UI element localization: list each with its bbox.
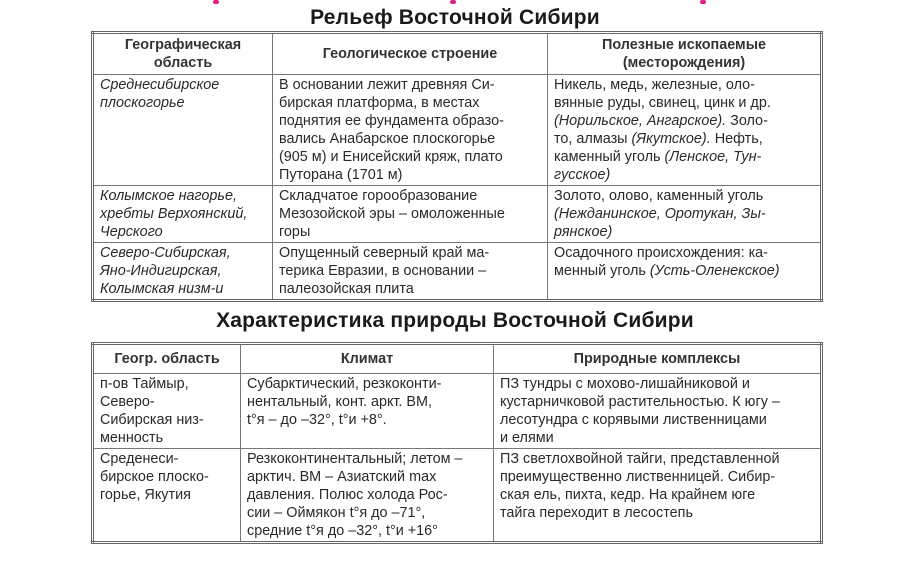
table-header-row: Географическая область Геологическое стр… — [92, 32, 822, 75]
climate-cell: Субарктический, резкоконти- нентальный, … — [240, 373, 494, 449]
minerals-text: Никель, медь, железные, оло- вянные руды… — [554, 77, 771, 111]
deposits-text: (Усть-Оленекское) — [649, 263, 780, 279]
minerals-text: Осадочного происхождения: ка- менный уго… — [554, 245, 768, 279]
relief-table: Географическая область Геологическое стр… — [91, 31, 823, 302]
region-cell: п-ов Таймыр, Северо- Сибирская низ- менн… — [92, 373, 241, 449]
complexes-cell: ПЗ тундры с мохово-лишайниковой и кустар… — [493, 373, 822, 449]
minerals-text: Нефть, каменный уголь — [554, 131, 763, 165]
table-row: Среднесибирское плоскогорье В основании … — [92, 74, 822, 186]
deposits-text: (Ленское, Тун- гусское) — [554, 149, 762, 183]
header-region: Географическая область — [92, 32, 273, 75]
minerals-cell: Никель, медь, железные, оло- вянные руды… — [547, 74, 822, 186]
climate-cell: Резкоконтинентальный; летом – арктич. ВМ… — [240, 448, 494, 543]
deposits-text: (Нежданинское, Оротукан, Зы- рянское) — [554, 206, 766, 240]
deposits-text: (Якутское). — [631, 131, 711, 147]
table-header-row: Геогр. область Климат Природные комплекс… — [92, 343, 822, 374]
region-cell: Северо-Сибирская, Яно-Индигирская, Колым… — [92, 242, 273, 301]
geology-cell: Складчатое горообразование Мезозойской э… — [272, 185, 548, 243]
region-cell: Колымское нагорье, хребты Верхоянский, Ч… — [92, 185, 273, 243]
minerals-text: Золо- то, алмазы — [554, 113, 768, 147]
complexes-cell: ПЗ светлохвойной тайги, представленной п… — [493, 448, 822, 543]
cropped-heading-fragment — [450, 0, 456, 4]
region-cell: Среденеси- бирское плоско- горье, Якутия — [92, 448, 241, 543]
table-row: п-ов Таймыр, Северо- Сибирская низ- менн… — [92, 373, 822, 449]
minerals-text: Золото, олово, каменный уголь — [554, 188, 764, 204]
cropped-heading-fragment — [700, 0, 706, 4]
relief-title: Рельеф Восточной Сибири — [310, 6, 600, 29]
table-row: Северо-Сибирская, Яно-Индигирская, Колым… — [92, 242, 822, 301]
minerals-cell: Осадочного происхождения: ка- менный уго… — [547, 242, 822, 301]
nature-table: Геогр. область Климат Природные комплекс… — [91, 342, 823, 544]
geology-cell: В основании лежит древняя Си- бирская пл… — [272, 74, 548, 186]
minerals-cell: Золото, олово, каменный уголь (Нежданинс… — [547, 185, 822, 243]
region-cell: Среднесибирское плоскогорье — [92, 74, 273, 186]
header-climate: Климат — [240, 343, 494, 374]
deposits-text: (Норильское, Ангарское). — [554, 113, 727, 129]
header-complexes: Природные комплексы — [493, 343, 822, 374]
geology-cell: Опущенный северный край ма- терика Евраз… — [272, 242, 548, 301]
table-row: Среденеси- бирское плоско- горье, Якутия… — [92, 448, 822, 543]
header-minerals: Полезные ископаемые (месторождения) — [547, 32, 822, 75]
table-row: Колымское нагорье, хребты Верхоянский, Ч… — [92, 185, 822, 243]
header-geology: Геологическое строение — [272, 32, 548, 75]
header-region: Геогр. область — [92, 343, 241, 374]
nature-title: Характеристика природы Восточной Сибири — [216, 309, 694, 332]
cropped-heading-fragment — [213, 0, 219, 4]
